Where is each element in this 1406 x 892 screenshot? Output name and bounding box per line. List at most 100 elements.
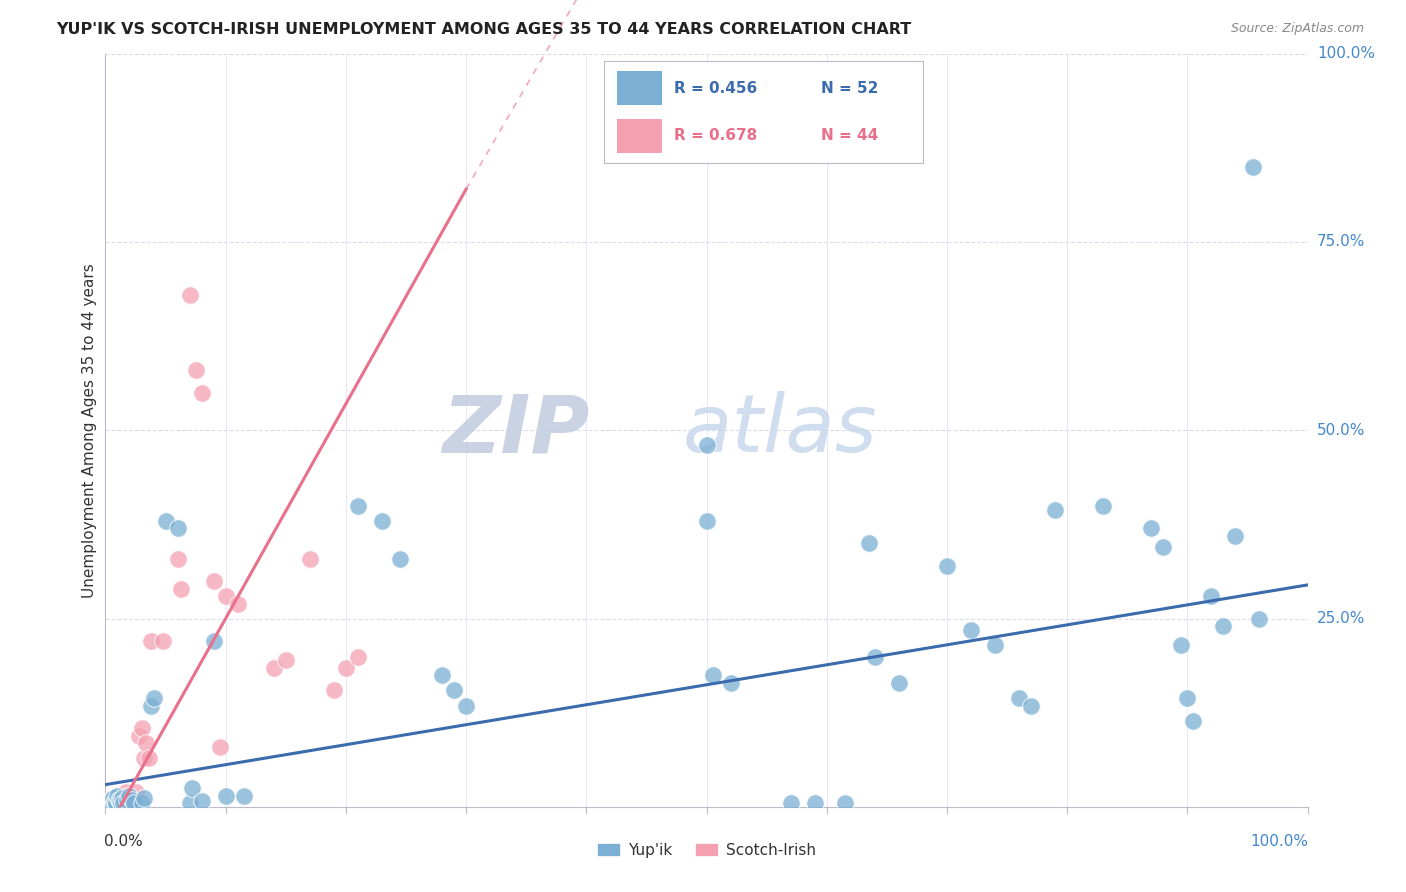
Legend: Yup'ik, Scotch-Irish: Yup'ik, Scotch-Irish [592, 837, 821, 863]
Point [214, 589, 236, 603]
Point [166, 521, 188, 535]
Point [110, 797, 132, 811]
Point [131, 797, 153, 811]
Point [112, 789, 135, 803]
Point [1008, 690, 1031, 705]
Point [98, 797, 121, 811]
Point [104, 794, 127, 808]
Point [115, 793, 138, 807]
Point [803, 797, 825, 811]
Point [107, 797, 129, 811]
Point [104, 793, 127, 807]
Point [132, 751, 155, 765]
Point [107, 797, 129, 811]
Point [226, 597, 249, 611]
Point [111, 791, 134, 805]
Point [388, 551, 411, 566]
Point [101, 794, 124, 808]
Point [1201, 589, 1223, 603]
Point [274, 653, 297, 667]
Point [702, 668, 724, 682]
Point [779, 797, 801, 811]
Point [1243, 160, 1265, 174]
Point [98, 794, 121, 808]
Point [1212, 619, 1234, 633]
Point [1175, 690, 1198, 705]
Point [454, 698, 477, 713]
Point [115, 794, 138, 808]
Point [696, 514, 718, 528]
Point [124, 785, 146, 799]
Point [128, 729, 150, 743]
Point [155, 514, 177, 528]
Point [142, 690, 165, 705]
Point [347, 649, 370, 664]
Point [100, 794, 122, 808]
Point [1225, 529, 1247, 543]
Point [121, 793, 143, 807]
Point [834, 797, 856, 811]
Text: atlas: atlas [682, 392, 877, 469]
Point [960, 623, 983, 637]
Point [887, 676, 910, 690]
Point [1170, 638, 1192, 652]
Point [105, 797, 128, 811]
Point [347, 499, 370, 513]
Point [984, 638, 1007, 652]
Point [103, 797, 125, 811]
Text: 25.0%: 25.0% [1317, 611, 1365, 626]
Point [1182, 714, 1205, 728]
Point [298, 551, 321, 566]
Point [858, 536, 880, 550]
Point [139, 634, 162, 648]
Point [117, 789, 139, 803]
Point [371, 514, 394, 528]
Point [107, 793, 129, 807]
Point [110, 793, 132, 807]
Point [936, 559, 959, 574]
Y-axis label: Unemployment Among Ages 35 to 44 years: Unemployment Among Ages 35 to 44 years [82, 263, 97, 598]
Point [179, 287, 201, 301]
Text: YUP'IK VS SCOTCH-IRISH UNEMPLOYMENT AMONG AGES 35 TO 44 YEARS CORRELATION CHART: YUP'IK VS SCOTCH-IRISH UNEMPLOYMENT AMON… [56, 22, 911, 37]
Point [112, 797, 135, 811]
Point [1249, 612, 1271, 626]
Text: 100.0%: 100.0% [1317, 46, 1375, 61]
Point [108, 794, 131, 808]
Text: 0.0%: 0.0% [104, 834, 143, 848]
Point [430, 668, 453, 682]
Point [1019, 698, 1042, 713]
Point [696, 438, 718, 452]
Point [190, 794, 212, 808]
Point [166, 551, 188, 566]
Point [1140, 521, 1163, 535]
Point [1043, 502, 1066, 516]
Point [107, 789, 129, 803]
Point [138, 751, 160, 765]
Point [108, 794, 131, 808]
Point [101, 791, 124, 805]
Point [863, 649, 886, 664]
Point [1152, 540, 1174, 554]
Point [132, 791, 155, 805]
Point [135, 736, 157, 750]
Point [124, 797, 146, 811]
Point [114, 793, 136, 807]
Text: Source: ZipAtlas.com: Source: ZipAtlas.com [1230, 22, 1364, 36]
Point [181, 781, 204, 796]
Point [720, 676, 742, 690]
Point [1092, 499, 1115, 513]
Point [111, 797, 134, 811]
Point [98, 797, 121, 811]
Point [179, 797, 201, 811]
Point [121, 793, 143, 807]
Point [322, 683, 344, 698]
Point [131, 721, 153, 735]
Point [184, 363, 207, 377]
Point [335, 661, 357, 675]
Point [103, 797, 125, 811]
Point [118, 791, 141, 805]
Point [190, 385, 212, 400]
Point [443, 683, 465, 698]
Text: 75.0%: 75.0% [1317, 235, 1365, 250]
Point [120, 794, 142, 808]
